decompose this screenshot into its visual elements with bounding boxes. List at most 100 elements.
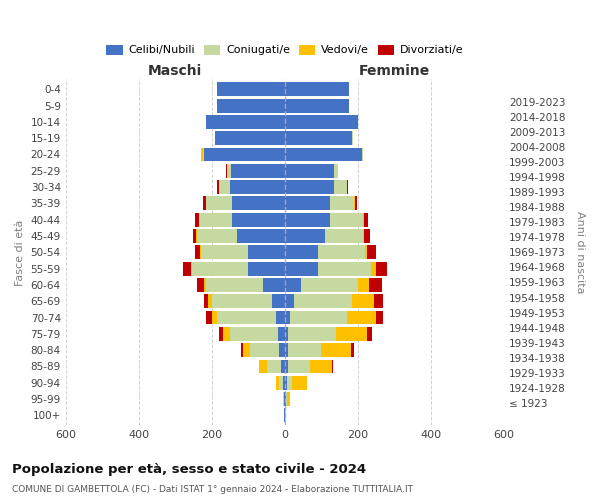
- Y-axis label: Fasce di età: Fasce di età: [15, 219, 25, 286]
- Bar: [206, 278, 263, 292]
- Bar: [201, 148, 203, 162]
- Bar: [283, 392, 284, 406]
- Bar: [212, 294, 272, 308]
- Bar: [310, 360, 332, 374]
- Bar: [285, 164, 334, 177]
- Bar: [217, 82, 285, 96]
- Bar: [197, 278, 205, 292]
- Bar: [287, 392, 290, 406]
- Bar: [193, 229, 196, 243]
- Bar: [285, 98, 349, 112]
- Bar: [203, 196, 206, 210]
- Bar: [289, 327, 336, 341]
- Bar: [263, 278, 285, 292]
- Bar: [290, 310, 347, 324]
- Bar: [289, 360, 310, 374]
- Bar: [334, 180, 347, 194]
- Bar: [227, 164, 231, 177]
- Bar: [367, 246, 376, 259]
- Bar: [285, 294, 294, 308]
- Bar: [194, 246, 200, 259]
- Text: Maschi: Maschi: [148, 64, 202, 78]
- Bar: [285, 360, 289, 374]
- Bar: [352, 294, 374, 308]
- Bar: [219, 327, 223, 341]
- Bar: [287, 376, 292, 390]
- Bar: [259, 360, 266, 374]
- Bar: [285, 262, 317, 276]
- Bar: [201, 246, 248, 259]
- Bar: [217, 180, 219, 194]
- Bar: [285, 278, 301, 292]
- Bar: [292, 376, 307, 390]
- Bar: [286, 392, 287, 406]
- Bar: [285, 213, 331, 226]
- Bar: [200, 246, 201, 259]
- Bar: [336, 327, 367, 341]
- Bar: [205, 278, 206, 292]
- Bar: [278, 327, 285, 341]
- Bar: [206, 196, 232, 210]
- Bar: [195, 213, 199, 226]
- Bar: [205, 294, 208, 308]
- Bar: [294, 294, 352, 308]
- Bar: [371, 262, 376, 276]
- Bar: [205, 148, 285, 162]
- Bar: [364, 213, 368, 226]
- Bar: [285, 246, 317, 259]
- Bar: [284, 392, 285, 406]
- Bar: [206, 115, 285, 129]
- Bar: [243, 343, 250, 357]
- Bar: [317, 262, 371, 276]
- Bar: [206, 310, 212, 324]
- Legend: Celibi/Nubili, Coniugati/e, Vedovi/e, Divorziati/e: Celibi/Nubili, Coniugati/e, Vedovi/e, Di…: [101, 40, 468, 60]
- Text: COMUNE DI GAMBETTOLA (FC) - Dati ISTAT 1° gennaio 2024 - Elaborazione TUTTITALIA: COMUNE DI GAMBETTOLA (FC) - Dati ISTAT 1…: [12, 486, 413, 494]
- Bar: [197, 229, 238, 243]
- Bar: [275, 310, 285, 324]
- Text: Femmine: Femmine: [359, 64, 430, 78]
- Bar: [199, 213, 232, 226]
- Bar: [365, 246, 367, 259]
- Bar: [212, 310, 217, 324]
- Bar: [322, 343, 350, 357]
- Bar: [230, 327, 278, 341]
- Bar: [232, 196, 285, 210]
- Bar: [183, 262, 191, 276]
- Bar: [219, 180, 230, 194]
- Bar: [369, 278, 382, 292]
- Bar: [325, 229, 364, 243]
- Bar: [285, 229, 325, 243]
- Bar: [272, 294, 285, 308]
- Bar: [280, 343, 285, 357]
- Bar: [285, 392, 286, 406]
- Bar: [376, 262, 387, 276]
- Bar: [285, 180, 334, 194]
- Bar: [217, 310, 275, 324]
- Bar: [241, 343, 243, 357]
- Bar: [248, 246, 285, 259]
- Bar: [191, 262, 248, 276]
- Bar: [352, 132, 353, 145]
- Bar: [376, 310, 383, 324]
- Bar: [334, 164, 338, 177]
- Bar: [331, 213, 364, 226]
- Bar: [285, 343, 289, 357]
- Bar: [232, 213, 285, 226]
- Bar: [250, 343, 280, 357]
- Bar: [358, 278, 369, 292]
- Bar: [285, 196, 331, 210]
- Bar: [285, 327, 289, 341]
- Bar: [203, 148, 205, 162]
- Bar: [266, 360, 281, 374]
- Bar: [301, 278, 358, 292]
- Bar: [284, 408, 285, 422]
- Bar: [248, 262, 285, 276]
- Bar: [215, 132, 285, 145]
- Bar: [217, 98, 285, 112]
- Bar: [285, 82, 349, 96]
- Bar: [280, 376, 283, 390]
- Bar: [196, 229, 197, 243]
- Bar: [223, 327, 230, 341]
- Bar: [231, 164, 285, 177]
- Bar: [347, 180, 349, 194]
